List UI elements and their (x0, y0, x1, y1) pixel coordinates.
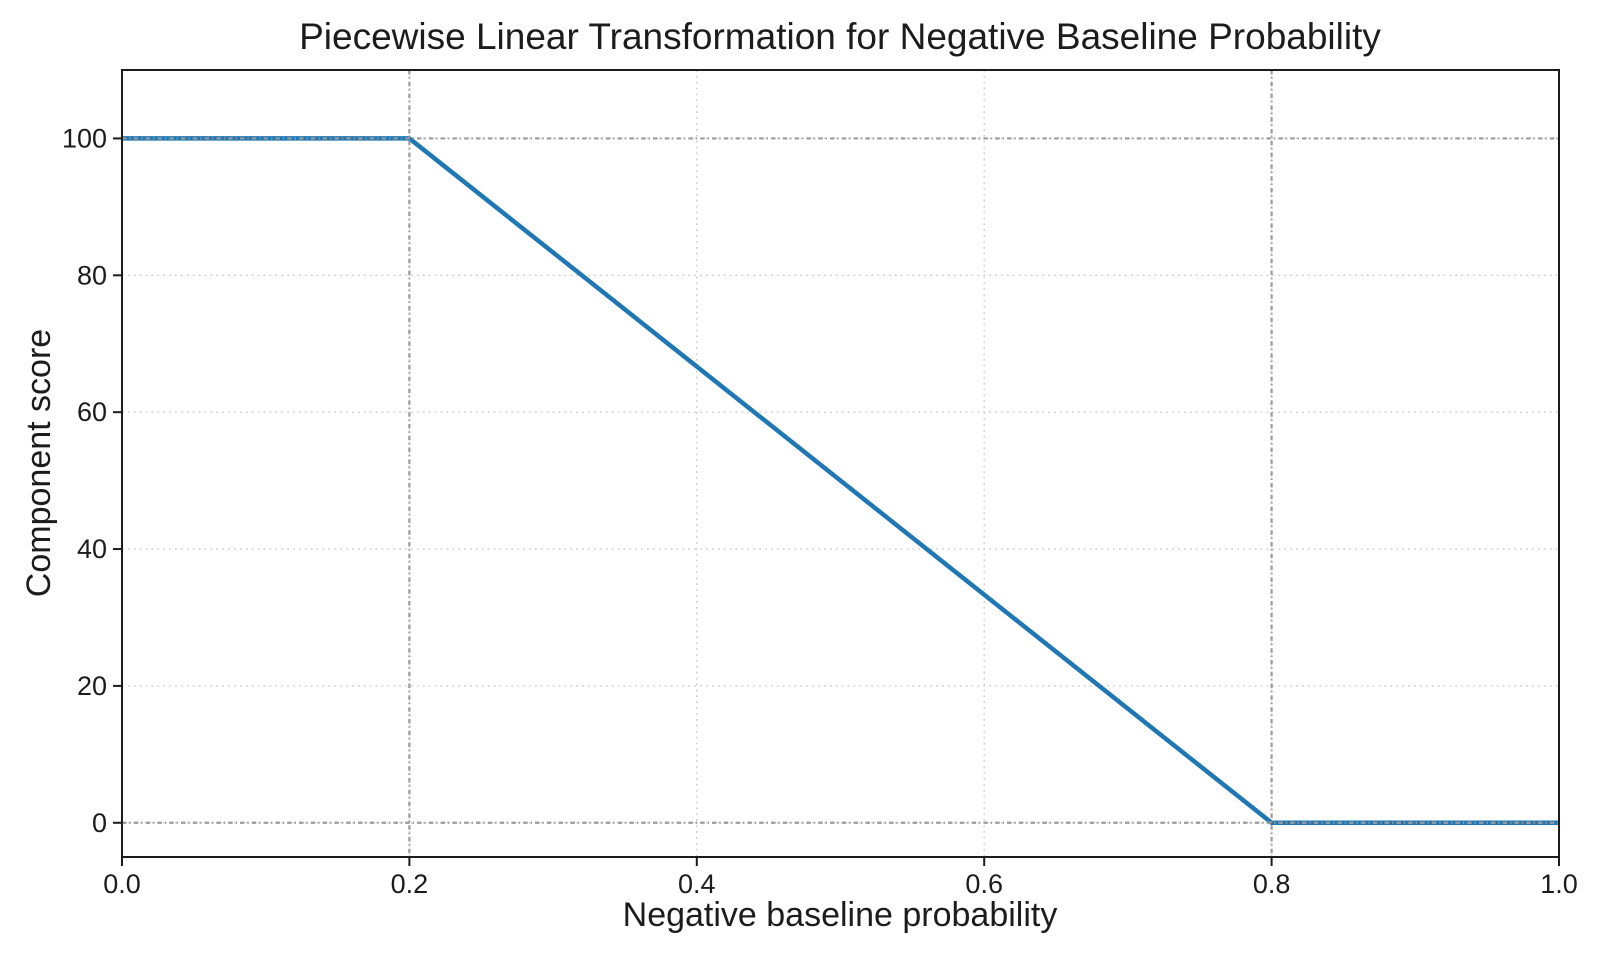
y-tick-label: 40 (77, 534, 107, 564)
plot-border (121, 69, 1560, 858)
y-tick-label: 80 (77, 260, 107, 290)
x-tick-label: 0.8 (1253, 869, 1291, 899)
y-tick-label: 100 (62, 123, 107, 153)
y-tick-label: 60 (77, 397, 107, 427)
y-axis-label: Component score (20, 329, 58, 597)
reference-lines (122, 70, 1559, 857)
y-tick-label: 20 (77, 671, 107, 701)
chart-title: Piecewise Linear Transformation for Nega… (299, 16, 1381, 57)
y-tick-label: 0 (92, 808, 107, 838)
data-series (122, 136, 1559, 826)
x-tick-label: 0.0 (103, 869, 141, 899)
gridlines (122, 70, 1559, 857)
x-tick-label: 0.2 (391, 869, 429, 899)
x-tick-label: 0.6 (965, 869, 1003, 899)
axes (121, 69, 1560, 858)
series-line-component-score (122, 136, 1559, 826)
x-axis-label: Negative baseline probability (623, 896, 1058, 934)
x-tick-label: 0.4 (678, 869, 716, 899)
axis-ticks: 0.0 0.2 0.4 0.6 0.8 1.0 0 20 40 60 80 100 (62, 123, 1578, 899)
x-tick-label: 1.0 (1540, 869, 1578, 899)
